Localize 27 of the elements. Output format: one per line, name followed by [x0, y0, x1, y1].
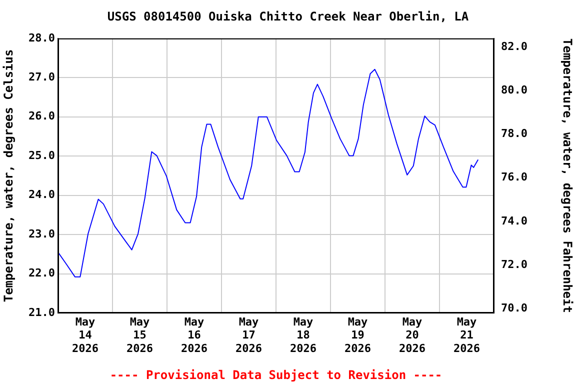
chart-title: USGS 08014500 Ouiska Chitto Creek Near Oberlin, LA [107, 9, 470, 24]
x-tick-label: May 21 2026 [454, 315, 480, 355]
x-tick-label: May 17 2026 [236, 315, 262, 355]
x-tick-label: May 16 2026 [181, 315, 208, 355]
text: ---- Provisional Data Subject to Revision ---- [110, 368, 442, 382]
y-tick-label: 26.0 [28, 110, 55, 123]
y-tick-label: 24.0 [28, 188, 55, 202]
y2-tick-label: 80.0 [501, 84, 528, 97]
x-tick-label: May 14 2026 [72, 315, 99, 355]
x-tick-label: May 19 2026 [344, 315, 372, 355]
x-tick-label: May 15 2026 [126, 315, 154, 355]
y2-tick-label: 74.0 [501, 214, 528, 228]
y2-axis-title: Temperature, water, degrees Fahrenheit [560, 38, 575, 313]
y-axis-title: Temperature, water, degrees Celsius [1, 49, 16, 302]
y2-tick-label: 70.0 [501, 302, 528, 314]
y2-tick-label: 78.0 [501, 127, 528, 140]
x-tick-label: May 20 2026 [399, 315, 426, 355]
y-tick-label: 27.0 [28, 70, 55, 84]
y2-tick-label: 76.0 [501, 170, 528, 184]
y2-tick-label: 82.0 [501, 40, 528, 53]
y-tick-label: 28.0 [28, 31, 55, 44]
y2-tick-label: 72.0 [501, 258, 528, 271]
y-tick-label: 22.0 [28, 266, 55, 280]
y-tick-label: 23.0 [28, 227, 55, 240]
y-tick-label: 21.0 [28, 306, 55, 319]
x-tick-label: May 18 2026 [290, 315, 317, 355]
y-tick-label: 25.0 [28, 148, 55, 162]
